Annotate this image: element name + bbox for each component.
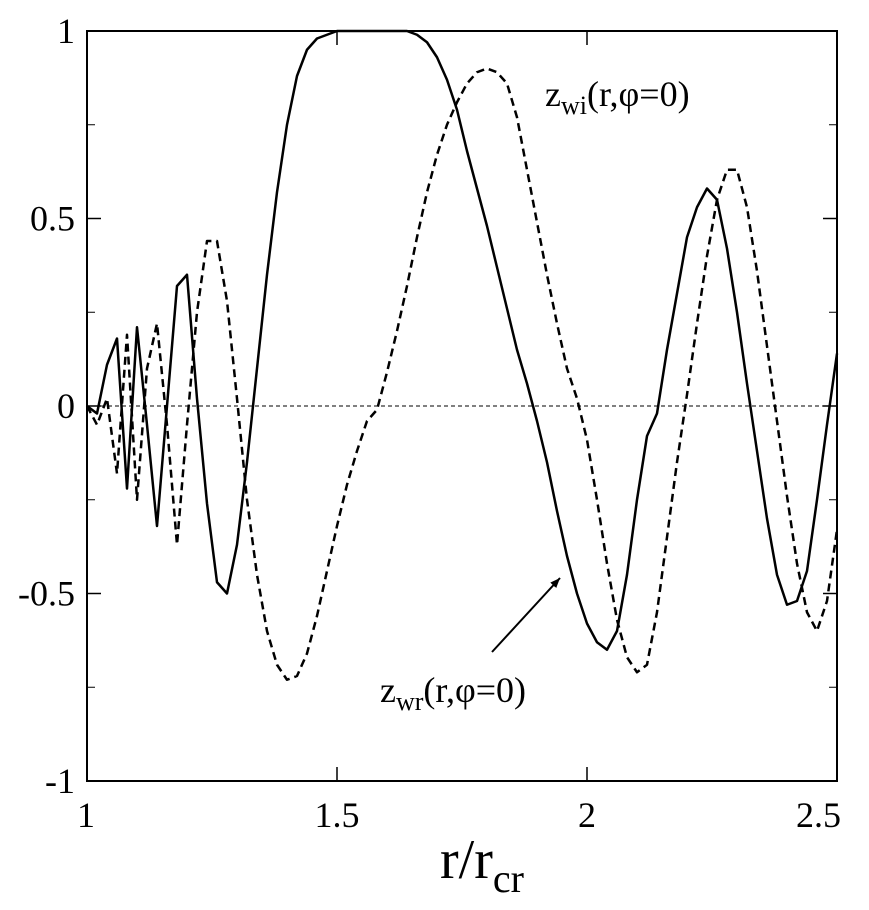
- y-tick-label: 1: [57, 11, 75, 51]
- x-tick-label: 1: [77, 795, 95, 835]
- line-series: [86, 29, 839, 651]
- annotation-sub: wi: [561, 91, 587, 120]
- x-tick-label: 2.5: [796, 795, 841, 835]
- y-tick-label: 0.5: [30, 199, 75, 239]
- y-tick-label: -1: [45, 761, 75, 801]
- x-axis-label: r/rcr: [440, 829, 524, 901]
- y-tick-label: -0.5: [18, 574, 75, 614]
- annotation-rest: (r,φ=0): [587, 74, 690, 114]
- x-axis-label-main: r/r: [440, 829, 493, 891]
- annotation-sub: wr: [396, 687, 424, 716]
- line-series: [85, 67, 839, 681]
- annotation-rest: (r,φ=0): [423, 670, 526, 710]
- annotation: zwi(r,φ=0): [545, 74, 690, 120]
- y-tick-label: 0: [57, 386, 75, 426]
- x-axis-label-sub: cr: [493, 856, 524, 901]
- annotation-arrow: [491, 577, 561, 653]
- x-tick-label: 2: [578, 795, 596, 835]
- annotation-main: z: [380, 670, 396, 710]
- annotation-main: z: [545, 74, 561, 114]
- annotation: zwr(r,φ=0): [380, 670, 526, 716]
- x-tick-label: 1.5: [315, 795, 360, 835]
